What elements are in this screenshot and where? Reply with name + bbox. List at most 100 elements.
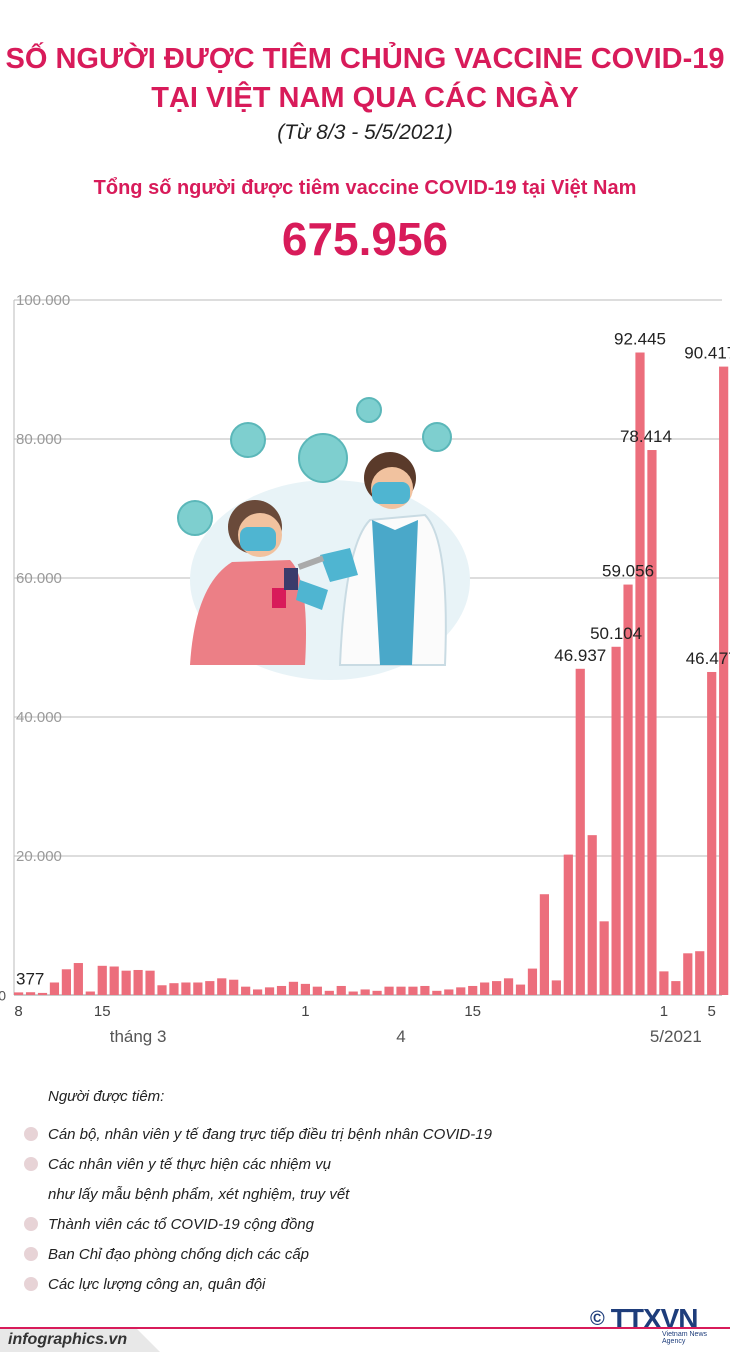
bar <box>229 979 239 995</box>
patient-figure <box>190 500 306 665</box>
legend-item-label: Các nhân viên y tế thực hiện các nhiệm v… <box>48 1155 331 1173</box>
bar <box>695 951 705 995</box>
bullet-icon <box>24 1277 38 1291</box>
bar <box>169 983 179 995</box>
bar <box>468 985 478 995</box>
bar <box>408 986 418 995</box>
total-label: Tổng số người được tiêm vaccine COVID-19… <box>93 177 637 199</box>
bar <box>587 835 597 995</box>
bar <box>492 981 502 995</box>
bar <box>527 968 538 995</box>
bar <box>575 668 585 995</box>
legend-item: Các nhân viên y tế thực hiện các nhiệm v… <box>24 1149 492 1179</box>
bullet-icon <box>24 1247 38 1261</box>
bar <box>85 991 95 995</box>
legend-item-label: Ban Chỉ đạo phòng chống dịch các cấp <box>48 1245 310 1263</box>
bar <box>145 970 155 995</box>
x-month-label: tháng 3 <box>110 1027 167 1046</box>
bar <box>217 978 227 995</box>
bar <box>539 894 549 995</box>
bar <box>336 985 346 995</box>
bar <box>300 983 310 995</box>
bar <box>14 992 24 995</box>
title-line-2: TẠI VIỆT NAM QUA CÁC NGÀY <box>151 82 579 114</box>
doctor-figure <box>296 452 447 666</box>
source-link[interactable]: infographics.vn <box>8 1331 128 1348</box>
bar <box>253 989 263 995</box>
data-label: 90.417 <box>684 344 730 363</box>
bar <box>444 989 454 995</box>
bar <box>551 980 561 995</box>
bar <box>109 966 119 995</box>
agency-subtitle: Vietnam News Agency <box>662 1331 708 1345</box>
y-tick-label: 80.000 <box>16 431 62 448</box>
title-line-1: SỐ NGƯỜI ĐƯỢC TIÊM CHỦNG VACCINE COVID-1… <box>5 43 725 75</box>
bar <box>420 985 430 995</box>
bar <box>348 991 358 995</box>
bar <box>276 985 287 995</box>
bar <box>360 989 370 995</box>
legend-item-label: Thành viên các tổ COVID-19 cộng đồng <box>48 1215 314 1233</box>
legend-item-label: Cán bộ, nhân viên y tế đang trực tiếp đi… <box>48 1125 492 1143</box>
bar <box>503 978 514 995</box>
copyright-icon: © <box>590 1307 605 1330</box>
bar <box>61 969 71 995</box>
bar <box>563 854 573 995</box>
bar <box>49 982 60 995</box>
legend-item: Ban Chỉ đạo phòng chống dịch các cấp <box>24 1239 492 1269</box>
bar <box>480 982 490 995</box>
bar <box>73 963 83 995</box>
bullet-icon <box>24 1217 38 1231</box>
bar <box>659 971 669 995</box>
bar <box>707 671 717 995</box>
total-value: 675.956 <box>281 213 449 265</box>
bar <box>133 969 143 995</box>
bar <box>456 987 466 995</box>
y-tick-label: 60.000 <box>16 570 62 587</box>
bar <box>121 970 131 995</box>
y-tick-label: 0 <box>0 988 6 1004</box>
bar <box>181 982 191 995</box>
legend-item: Cán bộ, nhân viên y tế đang trực tiếp đi… <box>24 1119 492 1149</box>
x-tick-label: 8 <box>14 1003 22 1020</box>
data-label: 92.445 <box>614 330 666 349</box>
bar <box>25 992 36 995</box>
bar <box>671 981 681 995</box>
bar <box>623 584 633 995</box>
bar <box>241 986 251 995</box>
bar <box>372 990 382 995</box>
vaccination-illustration <box>177 397 470 680</box>
x-tick-label: 1 <box>660 1003 668 1020</box>
bar <box>396 986 406 995</box>
legend-item-label: Các lực lượng công an, quân đội <box>48 1275 266 1293</box>
bar <box>432 990 442 995</box>
x-tick-label: 5 <box>708 1003 716 1020</box>
y-tick-label: 40.000 <box>16 709 62 726</box>
bar <box>599 921 609 995</box>
bullet-icon <box>24 1127 38 1141</box>
subtitle-date-range: (Từ 8/3 - 5/5/2021) <box>277 121 453 144</box>
bar <box>384 986 394 995</box>
bar <box>37 992 48 995</box>
bar <box>264 987 275 995</box>
legend-item: Các lực lượng công an, quân đội <box>24 1269 492 1299</box>
data-label: 78.414 <box>620 427 672 446</box>
bar <box>324 990 334 995</box>
data-label: 46.477 <box>686 649 730 668</box>
vaccination-bar-chart: 100.000 80.000 60.000 40.000 20.000 0 <box>0 292 730 1046</box>
x-tick-label: 15 <box>464 1003 481 1020</box>
virus-icon <box>177 397 452 536</box>
footer-divider <box>0 1327 730 1329</box>
bar <box>312 986 322 995</box>
y-tick-label: 100.000 <box>16 292 70 309</box>
legend-item-continuation: như lấy mẫu bệnh phẩm, xét nghiệm, truy … <box>48 1179 492 1209</box>
bar <box>515 984 526 995</box>
bar <box>157 985 167 995</box>
data-label: 50.104 <box>590 624 642 643</box>
bullet-icon <box>24 1157 38 1171</box>
x-month-label: 5/2021 <box>650 1027 702 1046</box>
data-label: 59.056 <box>602 562 654 581</box>
bar <box>288 981 299 995</box>
y-tick-label: 20.000 <box>16 848 62 865</box>
bar <box>635 352 645 995</box>
